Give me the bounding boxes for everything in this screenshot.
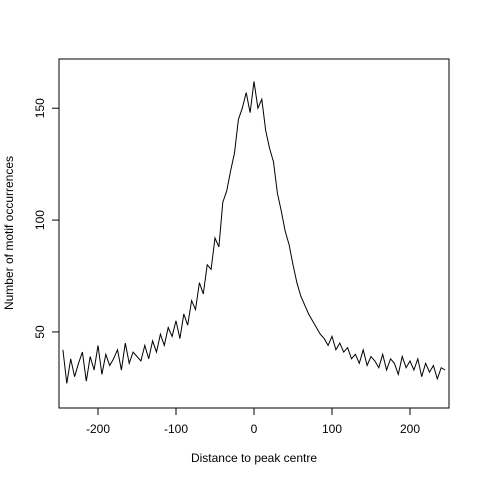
x-axis: -200 -100 0 100 200: [86, 408, 420, 436]
x-axis-label: Distance to peak centre: [191, 451, 317, 465]
x-tick-label: 100: [322, 422, 342, 436]
y-tick-label: 50: [33, 325, 47, 339]
x-tick-label: 200: [400, 422, 420, 436]
y-tick-label: 150: [33, 98, 47, 118]
x-tick-label: -100: [164, 422, 188, 436]
series-line-0: [62, 81, 446, 384]
series-layer: [62, 81, 446, 384]
plot-frame: [58, 58, 450, 409]
y-axis: 50 100 150: [33, 98, 59, 339]
x-tick-label: 0: [251, 422, 258, 436]
y-axis-label: Number of motif occurrences: [2, 156, 16, 310]
x-tick-label: -200: [86, 422, 110, 436]
y-tick-label: 100: [33, 210, 47, 230]
